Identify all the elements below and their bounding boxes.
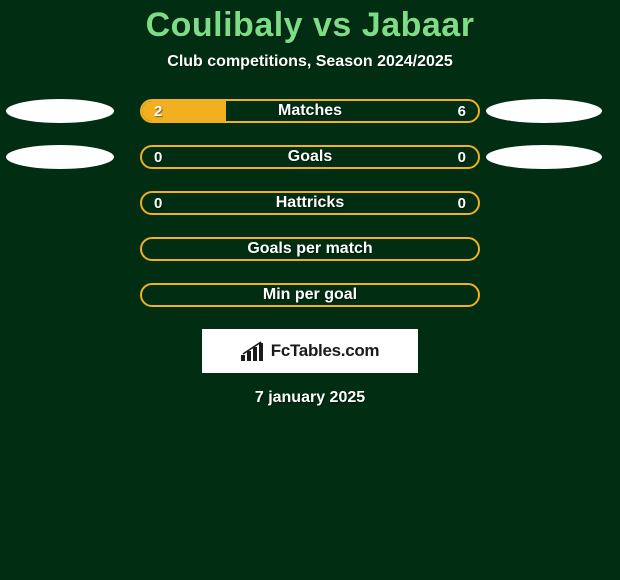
stat-row: 00Goals: [0, 145, 620, 169]
stat-bar: Min per goal: [140, 283, 480, 307]
player-badge-right: [486, 145, 602, 169]
page-subtitle: Club competitions, Season 2024/2025: [0, 53, 620, 71]
branding-text: FcTables.com: [271, 341, 380, 361]
stat-rows: 26Matches 00Goals 00Hattricks Goals per mat…: [0, 99, 620, 307]
stat-bar: 00Goals: [140, 145, 480, 169]
bar-chart-icon: [241, 341, 267, 361]
stat-bar: Goals per match: [140, 237, 480, 261]
stat-label: Hattricks: [142, 193, 478, 213]
stat-label: Min per goal: [142, 285, 478, 305]
stat-bar: 00Hattricks: [140, 191, 480, 215]
branding-box: FcTables.com: [202, 329, 418, 373]
player-badge-left: [6, 145, 114, 169]
stat-bar: 26Matches: [140, 99, 480, 123]
stat-row: Goals per match: [0, 237, 620, 261]
player-badge-right: [486, 99, 602, 123]
player-badge-left: [6, 99, 114, 123]
stat-label: Goals per match: [142, 239, 478, 259]
comparison-infographic: Coulibaly vs Jabaar Club competitions, S…: [0, 0, 620, 580]
stat-label: Matches: [142, 101, 478, 121]
stat-row: Min per goal: [0, 283, 620, 307]
page-title: Coulibaly vs Jabaar: [0, 6, 620, 45]
stat-row: 00Hattricks: [0, 191, 620, 215]
snapshot-date: 7 january 2025: [0, 389, 620, 407]
stat-row: 26Matches: [0, 99, 620, 123]
stat-label: Goals: [142, 147, 478, 167]
